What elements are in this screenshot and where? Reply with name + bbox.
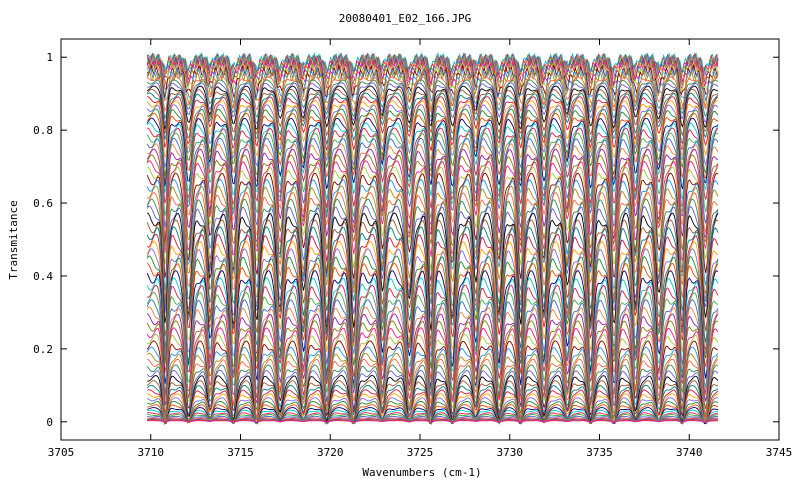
y-tick-label: 0 (46, 416, 53, 429)
y-axis: 0 0.2 0.4 0.6 0.8 1 (33, 51, 779, 429)
spectrum-series-line (146, 154, 719, 250)
spectrum-series-line (146, 85, 719, 130)
spectrum-series-line (146, 117, 719, 190)
spectrum-series-line (146, 248, 719, 365)
spectrum-series-line (147, 82, 719, 125)
x-tick-label: 3725 (407, 446, 434, 459)
spectrum-series-line (146, 88, 719, 137)
spectrum-series-line (146, 92, 719, 146)
y-tick-label: 0.2 (33, 343, 53, 356)
x-tick-label: 3745 (766, 446, 793, 459)
spectrum-series-line (146, 122, 719, 201)
y-axis-label: Transmitance (7, 200, 20, 279)
spectrum-series-line (146, 112, 719, 182)
x-tick-label: 3740 (676, 446, 703, 459)
chart-title: 20080401_E02_166.JPG (339, 12, 471, 25)
x-tick-label: 3730 (497, 446, 524, 459)
x-tick-label: 3735 (586, 446, 613, 459)
y-tick-label: 1 (46, 51, 53, 64)
spectrum-series-line (147, 420, 718, 423)
spectrum-series-line (146, 148, 719, 243)
y-tick-label: 0.4 (33, 270, 53, 283)
x-tick-label: 3705 (48, 446, 75, 459)
series-layer (146, 51, 719, 426)
spectrum-series-line (146, 191, 719, 305)
x-axis-label: Wavenumbers (cm-1) (362, 466, 481, 479)
y-tick-label: 0.6 (33, 197, 53, 210)
y-tick-label: 0.8 (33, 124, 53, 137)
spectrum-series-line (146, 160, 719, 262)
x-axis: 3705 3710 3715 3720 3725 3730 3735 3740 3745 (48, 39, 793, 459)
x-tick-label: 3710 (138, 446, 165, 459)
spectrum-series-line (146, 68, 719, 111)
x-tick-label: 3715 (227, 446, 254, 459)
x-tick-label: 3720 (317, 446, 344, 459)
spectrum-series-line (146, 198, 719, 312)
